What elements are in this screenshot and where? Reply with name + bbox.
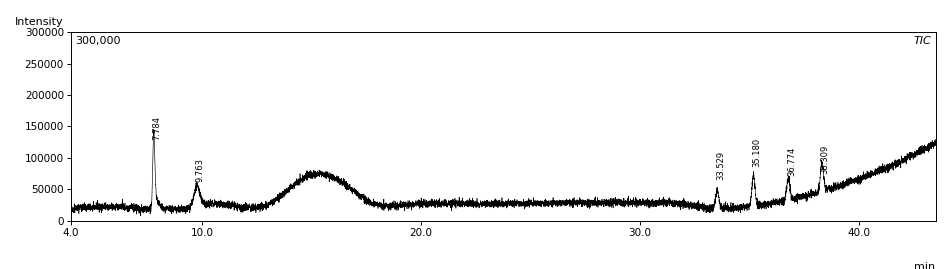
Text: 38.309: 38.309 [819, 144, 829, 174]
Text: 33.529: 33.529 [716, 151, 724, 180]
Text: 9.763: 9.763 [195, 158, 205, 182]
Text: 7.784: 7.784 [152, 116, 161, 140]
Text: min: min [914, 262, 935, 269]
Text: 35.180: 35.180 [751, 138, 761, 167]
Text: Intensity: Intensity [15, 17, 63, 27]
Text: 300,000: 300,000 [76, 36, 121, 46]
Text: 36.774: 36.774 [786, 147, 795, 176]
Text: TIC: TIC [913, 36, 930, 46]
